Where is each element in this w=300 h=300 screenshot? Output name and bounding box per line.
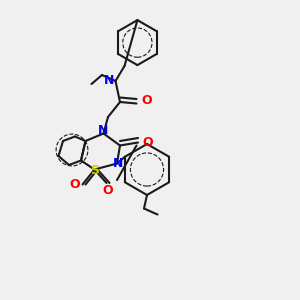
Text: O: O (70, 178, 80, 191)
Text: O: O (103, 184, 113, 197)
Text: O: O (142, 136, 153, 149)
Text: N: N (98, 124, 109, 137)
Text: S: S (90, 164, 99, 178)
Text: N: N (103, 74, 114, 88)
Text: O: O (141, 94, 152, 107)
Text: N: N (113, 157, 124, 170)
